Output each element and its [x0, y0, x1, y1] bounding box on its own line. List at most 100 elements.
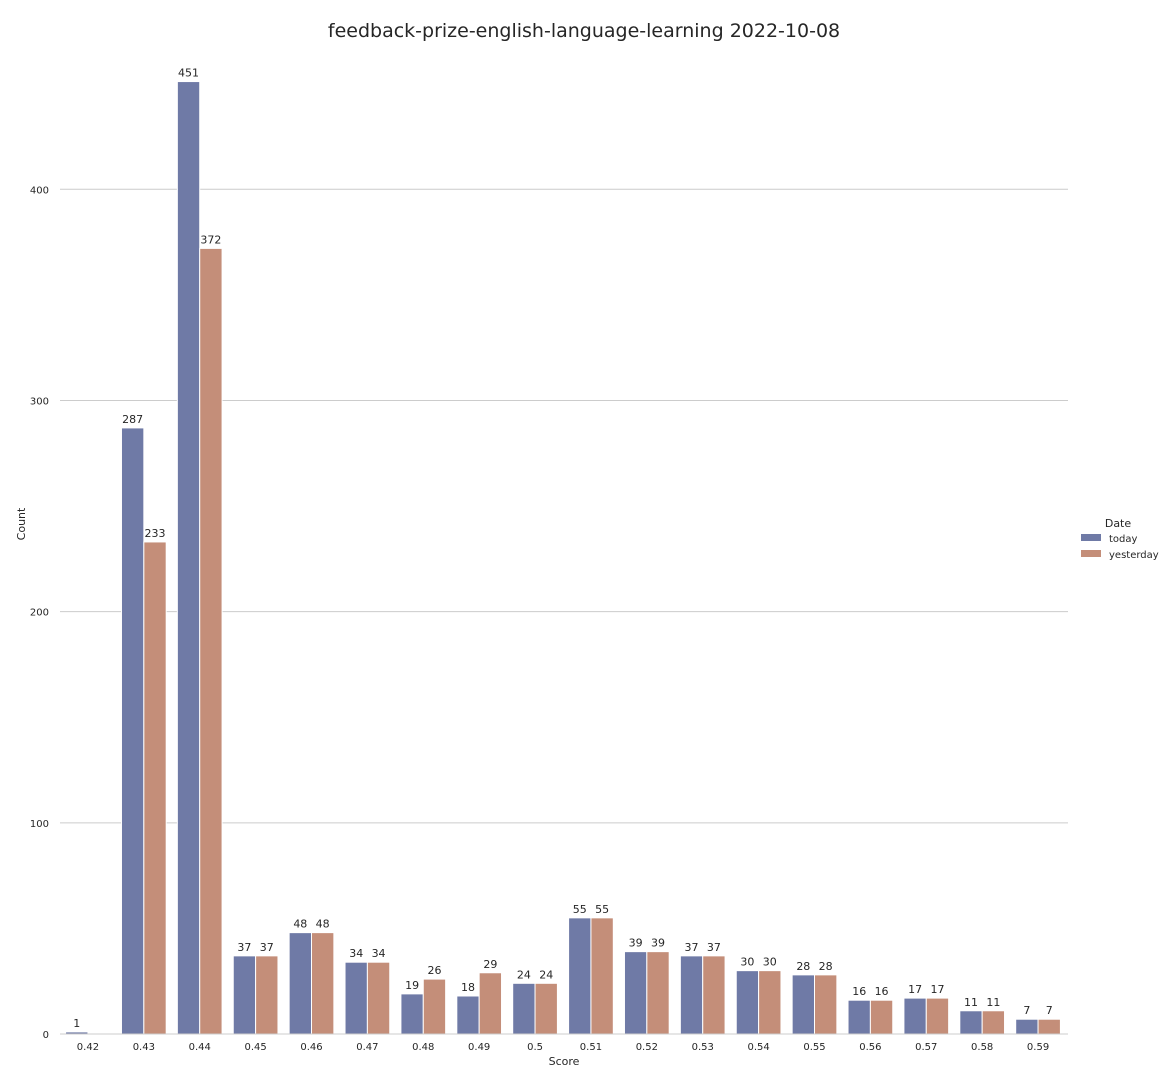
bar-value-label: 16 — [875, 985, 889, 998]
x-tick-label: 0.54 — [747, 1042, 769, 1053]
bar-value-label: 26 — [427, 964, 441, 977]
legend-swatch-today — [1081, 534, 1101, 541]
x-tick-label: 0.5 — [527, 1042, 543, 1053]
bar-value-label: 39 — [651, 937, 665, 950]
x-tick-label: 0.59 — [1027, 1042, 1049, 1053]
bar-value-label: 37 — [237, 941, 251, 954]
bar-today-0.49 — [456, 995, 480, 1035]
bar-yesterday-0.53 — [702, 955, 726, 1035]
chart-title: feedback-prize-english-language-learning… — [328, 20, 840, 42]
bar-yesterday-0.46 — [311, 932, 335, 1035]
legend-swatch-yesterday — [1081, 550, 1101, 557]
bar-today-0.43 — [120, 427, 145, 1035]
bar-today-0.52 — [623, 951, 648, 1035]
bar-today-0.58 — [959, 1010, 983, 1035]
bar-yesterday-0.45 — [255, 955, 279, 1035]
bar-value-label: 30 — [740, 956, 754, 969]
bar-today-0.59 — [1015, 1018, 1039, 1035]
bar-value-label: 37 — [685, 941, 699, 954]
x-axis-ticks: 0.42 0.43 0.44 0.45 0.46 0.47 0.48 0.49 0.5 0.51 0… — [77, 1042, 1049, 1053]
bar-yesterday-0.49 — [478, 972, 503, 1035]
bar-today-0.55 — [791, 974, 816, 1035]
legend: Date today yesterday — [1081, 517, 1159, 561]
bar-today-0.47 — [344, 961, 368, 1035]
bar-value-label: 34 — [349, 947, 363, 960]
bar-value-label: 48 — [293, 918, 307, 931]
bar-value-label: 28 — [819, 960, 833, 973]
x-tick-label: 0.46 — [300, 1042, 322, 1053]
bar-value-label: 233 — [145, 527, 166, 540]
bar-value-label: 19 — [405, 979, 419, 992]
gridlines — [60, 188, 1068, 824]
bar-today-0.54 — [735, 970, 760, 1035]
bar-value-label: 11 — [986, 996, 1000, 1009]
bar-yesterday-0.51 — [590, 917, 614, 1035]
x-tick-label: 0.52 — [636, 1042, 658, 1053]
bar-value-label: 7 — [1023, 1004, 1030, 1017]
bar-value-label: 17 — [930, 983, 944, 996]
bar-value-label: 39 — [629, 937, 643, 950]
bars — [65, 81, 1061, 1035]
bar-value-label: 451 — [178, 67, 199, 80]
bar-yesterday-0.55 — [814, 974, 838, 1035]
x-tick-label: 0.57 — [915, 1042, 937, 1053]
bar-yesterday-0.43 — [143, 541, 167, 1035]
bar-value-label: 287 — [122, 413, 143, 426]
bar-value-label: 16 — [852, 985, 866, 998]
x-tick-label: 0.49 — [468, 1042, 490, 1053]
x-tick-label: 0.43 — [133, 1042, 155, 1053]
bar-today-0.56 — [847, 999, 871, 1035]
bar-value-label: 24 — [539, 968, 553, 981]
bar-value-label: 29 — [483, 958, 497, 971]
bar-value-label: 7 — [1046, 1004, 1053, 1017]
bar-value-label: 28 — [796, 960, 810, 973]
bar-value-label: 18 — [461, 981, 475, 994]
y-tick-label: 300 — [30, 396, 49, 407]
x-tick-label: 0.53 — [692, 1042, 714, 1053]
legend-label-today: today — [1109, 534, 1138, 545]
bar-value-label: 55 — [595, 903, 609, 916]
x-tick-label: 0.48 — [412, 1042, 434, 1053]
bar-yesterday-0.58 — [981, 1010, 1006, 1035]
x-axis-label: Score — [549, 1055, 580, 1068]
y-axis-label: Count — [15, 507, 28, 540]
bar-value-label: 55 — [573, 903, 587, 916]
y-axis-ticks: 0 100 200 300 400 — [30, 185, 49, 1041]
bar-value-label: 11 — [964, 996, 978, 1009]
bar-value-label: 17 — [908, 983, 922, 996]
bar-today-0.46 — [288, 932, 312, 1035]
bar-value-label: 37 — [260, 941, 274, 954]
legend-title: Date — [1105, 517, 1132, 530]
bar-today-0.44 — [176, 81, 201, 1035]
x-tick-label: 0.45 — [244, 1042, 266, 1053]
x-tick-label: 0.51 — [580, 1042, 602, 1053]
bar-yesterday-0.54 — [758, 970, 782, 1035]
bar-yesterday-0.57 — [925, 997, 950, 1035]
bar-today-0.51 — [568, 917, 592, 1035]
bar-today-0.45 — [232, 955, 257, 1035]
x-tick-label: 0.44 — [189, 1042, 211, 1053]
bar-today-0.48 — [400, 993, 424, 1035]
x-tick-label: 0.58 — [971, 1042, 993, 1053]
bar-yesterday-0.52 — [646, 951, 670, 1035]
bar-today-0.5 — [512, 982, 536, 1035]
bar-today-0.53 — [679, 955, 704, 1035]
bar-value-label: 24 — [517, 968, 531, 981]
bar-today-0.57 — [903, 997, 927, 1035]
y-tick-label: 100 — [30, 819, 49, 830]
x-tick-label: 0.56 — [859, 1042, 881, 1053]
bar-value-label: 34 — [372, 947, 386, 960]
x-tick-label: 0.47 — [356, 1042, 378, 1053]
bar-value-label: 1 — [73, 1017, 80, 1030]
bar-value-label: 37 — [707, 941, 721, 954]
y-tick-label: 400 — [30, 185, 49, 196]
y-tick-label: 200 — [30, 608, 49, 619]
bar-yesterday-0.44 — [199, 247, 223, 1035]
legend-label-yesterday: yesterday — [1109, 550, 1159, 561]
x-tick-label: 0.42 — [77, 1042, 99, 1053]
bar-yesterday-0.5 — [534, 982, 558, 1035]
y-tick-label: 0 — [43, 1030, 49, 1041]
bar-yesterday-0.56 — [869, 999, 894, 1035]
